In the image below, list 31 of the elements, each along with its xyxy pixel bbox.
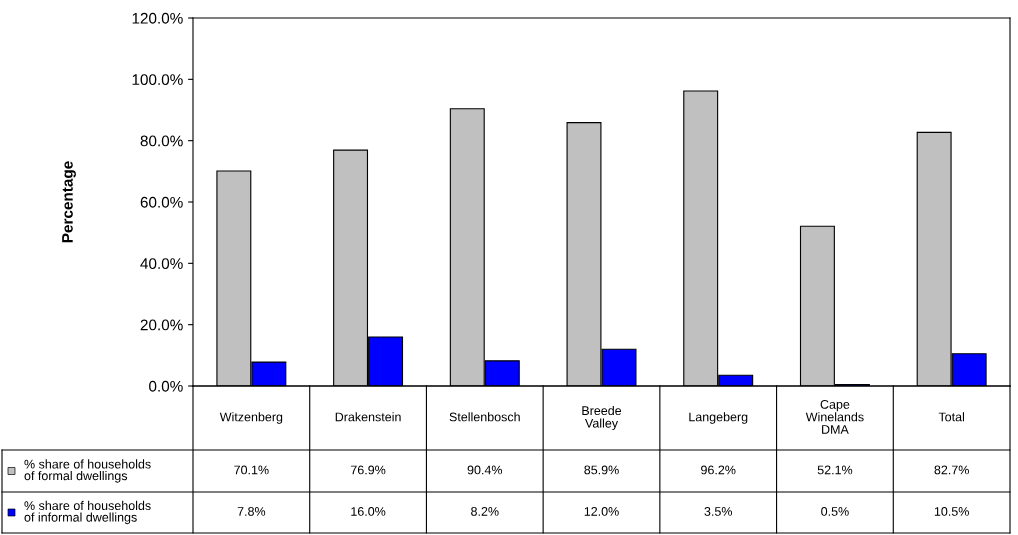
data-label: 76.9% <box>350 465 386 475</box>
y-tick-label: 120.0% <box>132 12 183 24</box>
data-label: 12.0% <box>584 507 619 516</box>
data-label: 8.2% <box>471 507 499 516</box>
x-tick-label: Breede Valley <box>582 405 622 431</box>
y-tick-label: 40.0% <box>140 258 183 270</box>
y-tick-label: 60.0% <box>140 196 183 208</box>
data-label: 0.5% <box>821 507 849 516</box>
data-label: 96.2% <box>701 465 736 475</box>
data-label: 85.9% <box>584 465 619 475</box>
x-tick-label: Cape Winelands DMA <box>805 399 864 434</box>
x-tick-label: Langeberg <box>689 412 748 424</box>
y-axis-title: Percentage <box>62 161 76 243</box>
x-tick-label: Witzenberg <box>219 412 283 424</box>
data-label: 10.5% <box>934 507 969 516</box>
data-label: 3.5% <box>704 507 733 516</box>
y-tick-label: 20.0% <box>140 319 183 331</box>
x-tick-label: Drakenstein <box>335 412 401 422</box>
data-label: 52.1% <box>817 465 853 475</box>
legend-label: % share of households of formal dwellings <box>24 459 151 483</box>
data-label: 7.8% <box>237 507 266 516</box>
x-tick-label: Total <box>938 412 965 422</box>
y-tick-label: 0.0% <box>149 380 183 392</box>
data-label: 82.7% <box>934 465 969 475</box>
data-label: 16.0% <box>351 507 386 516</box>
data-label: 70.1% <box>234 465 269 475</box>
data-label: 90.4% <box>467 465 503 475</box>
y-tick-label: 80.0% <box>140 135 183 147</box>
legend-label: % share of households of informal dwellings <box>24 500 151 525</box>
y-tick-label: 100.0% <box>132 74 183 86</box>
x-tick-label: Stellenbosch <box>449 412 520 422</box>
